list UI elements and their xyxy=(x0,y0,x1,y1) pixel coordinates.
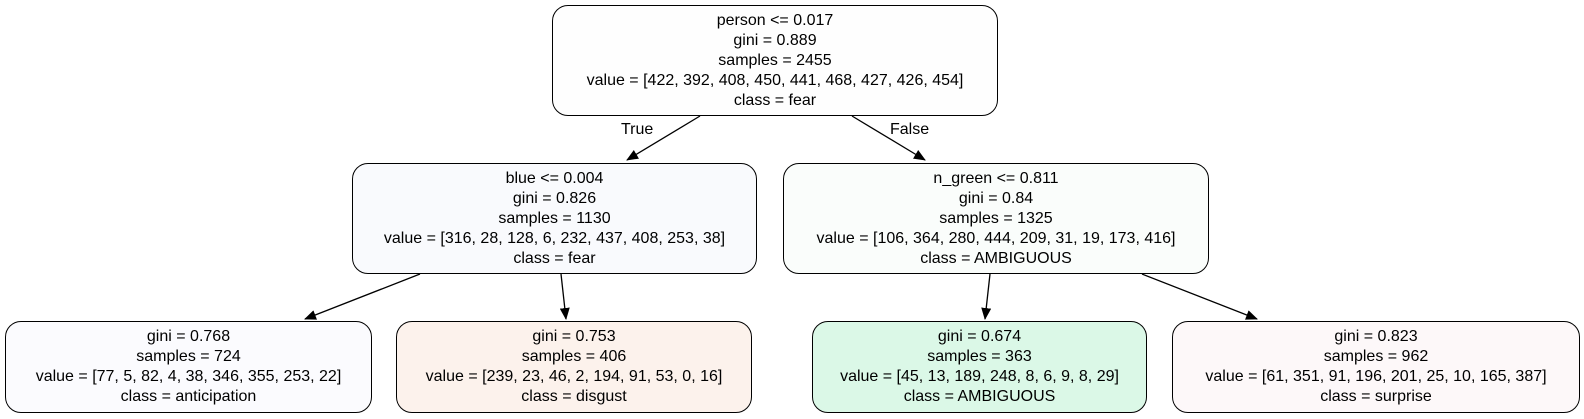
edge-root-n1 xyxy=(626,115,701,161)
node-value: value = [239, 23, 46, 2, 194, 91, 53, 0,… xyxy=(425,368,723,385)
node-value: value = [45, 13, 189, 248, 8, 6, 9, 8, 2… xyxy=(840,368,1119,385)
node-gini: gini = 0.674 xyxy=(937,328,1022,345)
node-samples: samples = 2455 xyxy=(718,51,832,69)
node-gini: gini = 0.826 xyxy=(512,189,597,207)
node-gini: gini = 0.823 xyxy=(1334,328,1418,345)
node-gini: gini = 0.753 xyxy=(532,328,616,345)
node-samples: samples = 1325 xyxy=(939,209,1053,227)
node-value: value = [422, 392, 408, 450, 441, 468, 4… xyxy=(586,71,964,89)
node-value: value = [106, 364, 280, 444, 209, 31, 19… xyxy=(816,229,1176,247)
node-class: class = fear xyxy=(733,91,817,109)
tree-node-n2: n_green <= 0.811 gini = 0.84 samples = 1… xyxy=(783,163,1209,274)
node-samples: samples = 406 xyxy=(521,348,627,365)
edge-n1-n4 xyxy=(559,273,570,320)
node-samples: samples = 363 xyxy=(927,348,1032,365)
node-split: n_green <= 0.811 xyxy=(933,169,1059,187)
tree-node-n1: blue <= 0.004 gini = 0.826 samples = 113… xyxy=(352,163,757,274)
node-split: person <= 0.017 xyxy=(716,11,834,29)
node-value: value = [316, 28, 128, 6, 232, 437, 408,… xyxy=(383,229,726,247)
tree-leaf-n5: gini = 0.674 samples = 363 value = [45, … xyxy=(812,321,1147,413)
node-samples: samples = 1130 xyxy=(498,209,611,227)
node-value: value = [61, 351, 91, 196, 201, 25, 10, … xyxy=(1205,368,1547,385)
node-class: class = anticipation xyxy=(120,388,257,405)
node-gini: gini = 0.889 xyxy=(733,31,817,49)
node-value: value = [77, 5, 82, 4, 38, 346, 355, 253… xyxy=(35,368,342,385)
tree-leaf-n3: gini = 0.768 samples = 724 value = [77, … xyxy=(5,321,372,413)
node-split: blue <= 0.004 xyxy=(505,169,604,187)
node-class: class = disgust xyxy=(521,388,627,405)
node-gini: gini = 0.84 xyxy=(958,189,1034,207)
edge-n2-n5 xyxy=(981,273,992,320)
edge-n2-n6 xyxy=(1141,273,1258,320)
node-samples: samples = 962 xyxy=(1323,348,1429,365)
node-class: class = AMBIGUOUS xyxy=(920,249,1072,267)
edge-root-n2 xyxy=(851,115,926,161)
node-class: class = fear xyxy=(513,249,596,267)
node-class: class = AMBIGUOUS xyxy=(903,388,1056,405)
node-gini: gini = 0.768 xyxy=(146,328,231,345)
edge-n1-n3 xyxy=(304,273,421,320)
tree-leaf-n4: gini = 0.753 samples = 406 value = [239,… xyxy=(396,321,752,413)
tree-node-root: person <= 0.017 gini = 0.889 samples = 2… xyxy=(552,5,998,116)
false-edge-label: False xyxy=(890,121,930,138)
node-samples: samples = 724 xyxy=(136,348,241,365)
true-edge-label: True xyxy=(621,121,654,138)
node-class: class = surprise xyxy=(1320,388,1432,405)
tree-leaf-n6: gini = 0.823 samples = 962 value = [61, … xyxy=(1172,321,1580,413)
